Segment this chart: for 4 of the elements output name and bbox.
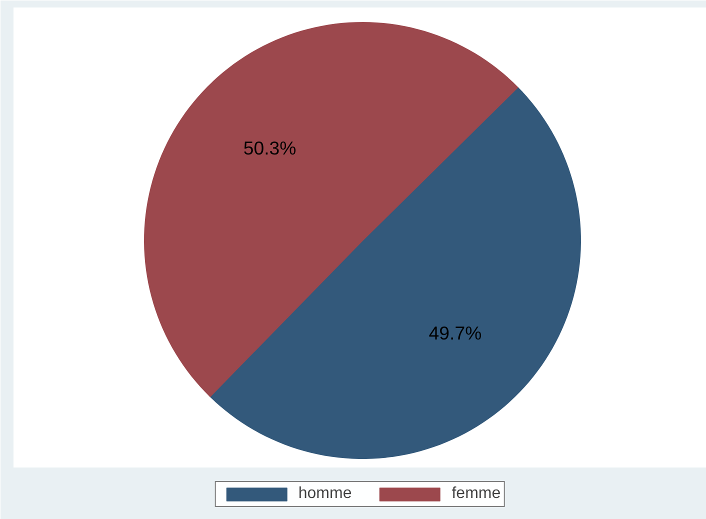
- data-label: 49.7%: [428, 322, 482, 344]
- data-label: 50.3%: [243, 138, 296, 159]
- legend-label: femme: [452, 485, 501, 503]
- legend-label: homme: [298, 485, 352, 503]
